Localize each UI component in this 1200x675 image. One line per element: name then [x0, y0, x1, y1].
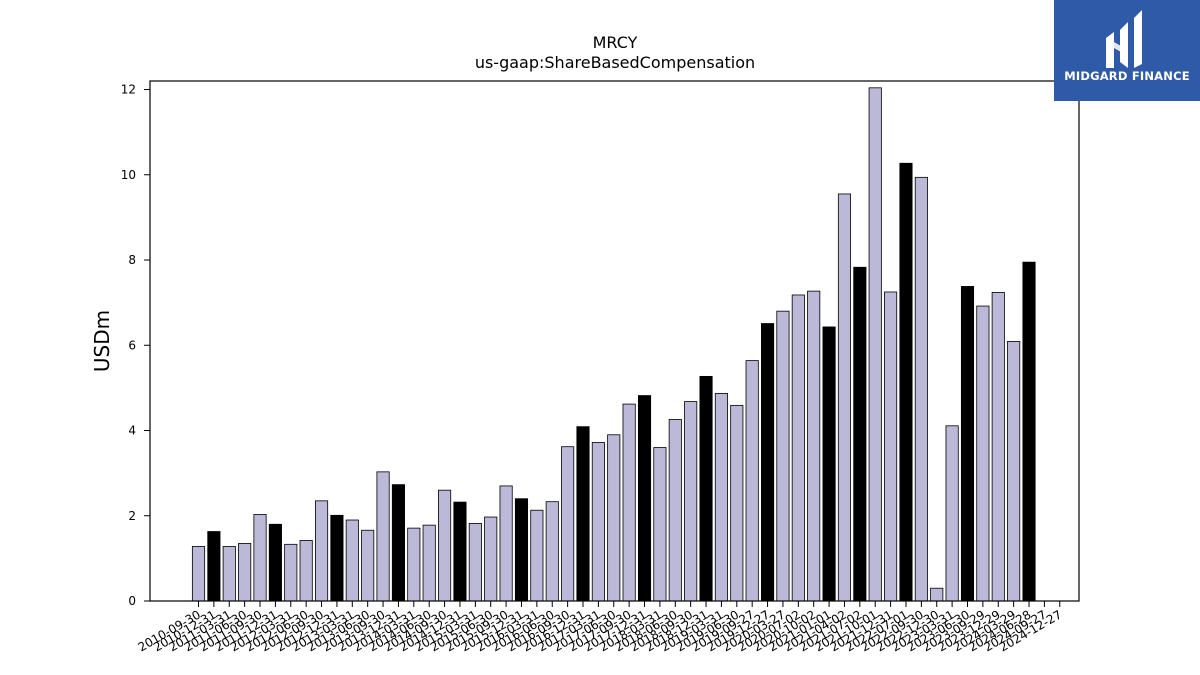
y-tick-label: 2 [128, 509, 136, 523]
bar [268, 523, 282, 602]
y-tick-label: 4 [128, 424, 136, 438]
bar [238, 543, 252, 602]
bar [391, 484, 405, 602]
bar [791, 294, 805, 602]
bar [853, 266, 867, 602]
y-tick-label: 8 [128, 253, 136, 267]
plot-frame [149, 80, 1080, 602]
bar [576, 426, 590, 602]
bar [637, 395, 652, 602]
bar [376, 471, 390, 602]
bar [991, 292, 1005, 602]
brand-name: MIDGARD FINANCE [1064, 69, 1190, 83]
bar [438, 489, 452, 602]
bar [884, 291, 898, 602]
bar [191, 546, 206, 602]
bar [1007, 341, 1021, 602]
bar [545, 501, 559, 602]
bar [314, 500, 329, 602]
bar [976, 305, 990, 602]
bar [653, 447, 667, 602]
bar [668, 419, 682, 602]
bar [930, 587, 944, 602]
bar [837, 193, 852, 602]
bar [868, 87, 882, 602]
logo-mark-icon [1106, 10, 1142, 68]
y-axis-ticks: 0 2 4 6 8 10 12 [121, 83, 150, 608]
bar [468, 523, 482, 602]
bar [422, 524, 436, 602]
bar [622, 403, 636, 602]
bar [776, 310, 790, 602]
x-axis-ticks: 2010-09-302010-12-312011-03-312011-06-30… [136, 601, 1064, 654]
bar [284, 543, 298, 602]
bar [745, 360, 759, 602]
bar [684, 401, 698, 602]
y-tick-label: 0 [128, 594, 136, 608]
bar [453, 501, 467, 602]
bar [960, 286, 975, 602]
bar [207, 531, 221, 602]
bar [514, 498, 529, 602]
bar [530, 509, 544, 602]
bar [822, 326, 836, 602]
bar [730, 404, 744, 602]
bar [607, 434, 621, 602]
chart-subtitle: us-gaap:ShareBasedCompensation [475, 53, 755, 72]
bar [699, 375, 713, 602]
bar [591, 442, 605, 602]
bar [299, 540, 313, 602]
chart-title: MRCY [593, 33, 638, 52]
bar [1022, 261, 1036, 602]
bar [361, 529, 375, 602]
y-tick-label: 10 [121, 168, 136, 182]
y-tick-label: 6 [128, 338, 136, 352]
bar [945, 425, 959, 602]
bar [807, 290, 821, 602]
bar [222, 546, 236, 602]
bar [561, 446, 575, 602]
bar [914, 176, 928, 602]
bar [330, 514, 344, 602]
bar [499, 485, 513, 602]
bar [484, 516, 498, 602]
bar [253, 514, 267, 602]
y-axis-label: USDm [90, 310, 114, 372]
bar [761, 323, 775, 602]
bar [899, 162, 913, 602]
bar [714, 393, 728, 602]
bar [407, 527, 421, 602]
brand-logo: MIDGARD FINANCE [1054, 0, 1200, 101]
y-tick-label: 12 [121, 83, 136, 97]
bars-group [191, 87, 1036, 602]
bar [345, 519, 359, 602]
